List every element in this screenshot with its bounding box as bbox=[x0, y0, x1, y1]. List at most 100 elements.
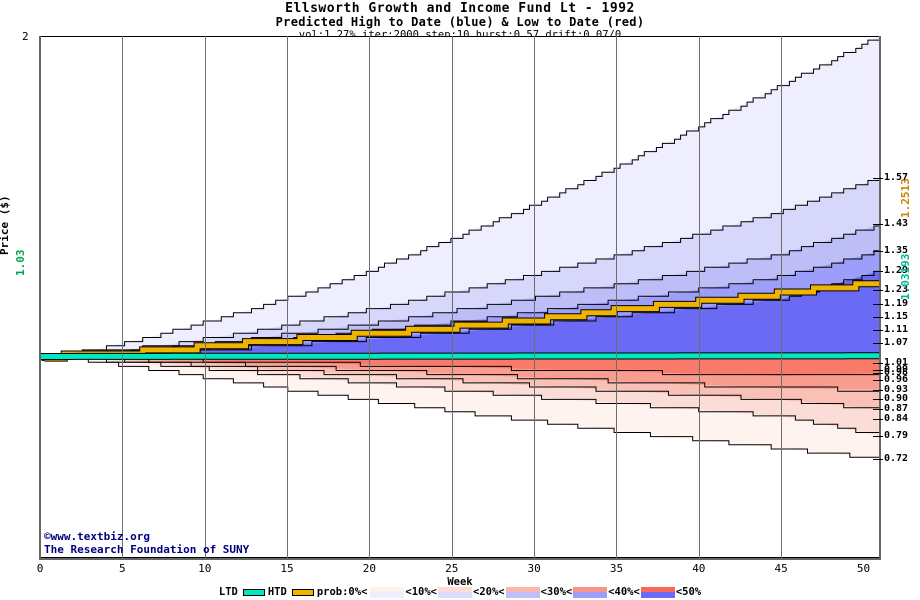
right-axis-tick-label: 0.93 bbox=[884, 383, 909, 395]
credits-website: ©www.textbiz.org bbox=[44, 530, 150, 543]
band-edge-low10 bbox=[40, 356, 880, 458]
chart-subtitle: Predicted High to Date (blue) & Low to D… bbox=[275, 15, 645, 29]
right-axis-tick-label: 0.87 bbox=[884, 403, 909, 415]
legend-probability-swatch bbox=[438, 586, 472, 598]
right-axis-tick-label: 1.43 bbox=[884, 218, 909, 230]
right-axis-tick-label: 0.99 bbox=[884, 363, 909, 375]
right-axis-tick-label: 1.15 bbox=[884, 310, 909, 322]
right-axis-tick-mark bbox=[873, 369, 883, 371]
credits: ©www.textbiz.org The Research Foundation… bbox=[44, 530, 249, 556]
band-edge-low40 bbox=[40, 356, 880, 392]
chart-title: Ellsworth Growth and Income Fund Lt - 19… bbox=[285, 1, 635, 16]
gridline-vertical bbox=[451, 36, 453, 558]
right-axis-tick-mark bbox=[873, 343, 883, 345]
legend-probability-label: <20%< bbox=[473, 586, 505, 598]
legend-ltd-swatch bbox=[242, 588, 265, 596]
legend-prob-label: prob:0%< bbox=[316, 586, 368, 598]
right-axis-tick-label: 1.11 bbox=[884, 324, 909, 336]
gridline-vertical bbox=[122, 36, 124, 558]
legend-probability-swatch bbox=[640, 586, 675, 598]
legend-ltd-label: LTD bbox=[218, 586, 238, 598]
y-axis-line bbox=[39, 36, 41, 559]
legend-probability-label: <50% bbox=[675, 586, 702, 598]
legend-htd-swatch bbox=[291, 588, 314, 596]
ltd-end-value-label: 1.03193 bbox=[899, 253, 912, 300]
gridline-vertical bbox=[204, 36, 206, 558]
right-axis-tick-label: 1.29 bbox=[884, 264, 909, 276]
x-axis-tick-label: 45 bbox=[774, 562, 788, 575]
right-axis-tick-mark bbox=[873, 409, 883, 411]
x-axis-tick-label: 5 bbox=[119, 562, 126, 575]
x-axis-tick-label: 0 bbox=[36, 562, 44, 575]
gridline-vertical bbox=[534, 36, 536, 558]
band-edge-high10 bbox=[40, 36, 880, 359]
y-axis-max-label: 2 bbox=[22, 30, 29, 43]
x-axis-tick-label: 50 bbox=[856, 562, 871, 575]
right-axis-tick-mark bbox=[873, 363, 883, 365]
right-axis-tick-mark bbox=[873, 399, 883, 401]
right-axis-tick-label: 0.84 bbox=[884, 413, 909, 425]
right-axis-tick-label: 0.96 bbox=[884, 373, 909, 385]
gridline-vertical bbox=[781, 36, 783, 558]
right-axis-tick-mark bbox=[873, 330, 883, 332]
htd-line bbox=[40, 281, 880, 361]
legend-probability-label: <30%< bbox=[540, 586, 573, 598]
right-axis-tick-label: 1.23 bbox=[884, 284, 909, 296]
gridline-vertical bbox=[698, 36, 700, 558]
x-axis-title: Week bbox=[447, 576, 473, 588]
right-axis-tick-label: 1.19 bbox=[884, 297, 909, 309]
chart-legend: LTD HTD prob:0%< <10%< <20%< <30%< <40%< <50… bbox=[0, 586, 920, 598]
right-axis-tick-mark bbox=[873, 303, 883, 305]
x-axis-tick-label: 20 bbox=[362, 562, 377, 575]
x-axis-tick-label: 35 bbox=[609, 562, 624, 575]
band-high50 bbox=[40, 270, 880, 357]
credits-organization: The Research Foundation of SUNY bbox=[44, 543, 250, 556]
x-axis-tick-label: 40 bbox=[692, 562, 706, 575]
right-axis-tick-label: 0.98 bbox=[884, 366, 909, 378]
x-axis-tick-label: 10 bbox=[198, 562, 212, 575]
legend-htd-label: HTD bbox=[267, 586, 287, 598]
right-axis-tick-mark bbox=[873, 270, 883, 272]
right-axis-tick-label: 1.07 bbox=[884, 337, 909, 349]
right-axis-tick-mark bbox=[873, 224, 883, 226]
plot-area bbox=[40, 36, 880, 558]
gridline-vertical bbox=[369, 36, 371, 558]
x-axis-tick-label: 15 bbox=[280, 562, 294, 575]
gridline-vertical bbox=[616, 36, 618, 558]
right-axis-line bbox=[879, 36, 881, 559]
legend-probability-swatch bbox=[573, 586, 608, 598]
right-axis-tick-mark bbox=[873, 435, 883, 437]
probability-fan-plot bbox=[40, 36, 880, 459]
y-axis-title: Price ($) bbox=[0, 195, 11, 255]
right-axis-tick-mark bbox=[873, 379, 883, 381]
right-axis-tick-mark bbox=[873, 250, 883, 252]
right-axis-tick-label: 1.35 bbox=[884, 244, 909, 256]
ltd-line bbox=[40, 353, 880, 359]
gridline-vertical bbox=[287, 36, 289, 558]
right-axis-tick-mark bbox=[873, 389, 883, 391]
x-axis-line bbox=[39, 558, 881, 560]
x-axis-tick-label: 30 bbox=[527, 562, 541, 575]
right-axis-tick-mark bbox=[873, 290, 883, 292]
right-axis-tick-label: 0.79 bbox=[884, 429, 909, 441]
right-axis-tick-mark bbox=[873, 458, 883, 460]
right-axis-tick-label: 1.57 bbox=[884, 172, 909, 184]
right-axis-tick-label: 1.01 bbox=[884, 357, 909, 369]
x-axis-tick-label: 25 bbox=[445, 562, 459, 575]
legend-band-group: <10%< <20%< <30%< <40%< <50% bbox=[369, 586, 701, 598]
right-axis-tick-mark bbox=[873, 419, 883, 421]
legend-probability-swatch bbox=[370, 586, 405, 598]
legend-probability-label: <40%< bbox=[608, 586, 640, 598]
legend-probability-swatch bbox=[505, 586, 540, 598]
htd-end-value-label: 1.2513 bbox=[899, 178, 912, 218]
band-edge-low20 bbox=[40, 356, 880, 437]
legend-probability-label: <10%< bbox=[405, 586, 437, 598]
right-axis-tick-label: 0.72 bbox=[884, 452, 909, 464]
right-axis-tick-mark bbox=[873, 178, 883, 180]
right-axis-tick-label: 0.90 bbox=[884, 393, 909, 405]
y-axis-start-price-label: 1.03 bbox=[14, 249, 27, 277]
right-axis-tick-mark bbox=[873, 372, 883, 374]
right-axis-tick-mark bbox=[873, 316, 883, 318]
band-edge-high20 bbox=[40, 176, 880, 359]
